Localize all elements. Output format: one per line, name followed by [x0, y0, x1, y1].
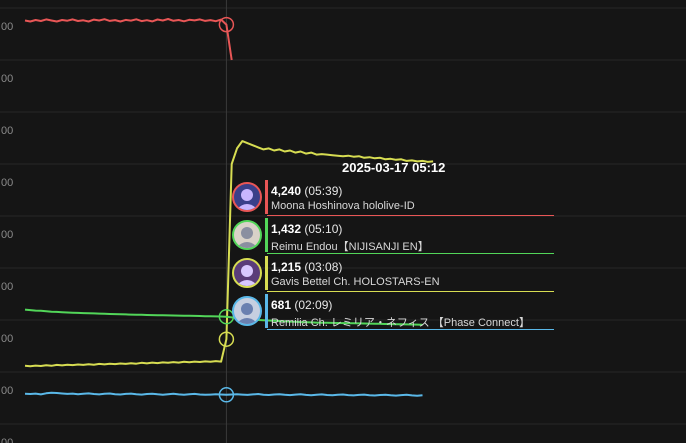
peak-time: (05:39)	[304, 184, 343, 198]
channel-name: Gavis Bettel Ch. HOLOSTARS-EN	[271, 276, 440, 288]
y-tick-label: 00	[1, 385, 13, 397]
hover-marker-0	[218, 16, 235, 33]
grid-lines	[0, 7, 686, 425]
y-tick-label: 00	[1, 333, 13, 345]
y-axis-tick-labels: 00 00 00 00 00 00 00 00 00	[1, 21, 13, 443]
series-line-3	[24, 391, 423, 397]
peak-time: (02:09)	[294, 298, 333, 312]
channel-name: Remilia Ch. レミリア・ネフィス 【Phase Connect】	[271, 317, 530, 329]
series-line-1	[24, 140, 434, 368]
avatar	[232, 296, 262, 326]
tooltip-row-moona: 4,240 (05:39) Moona Hoshinova hololive-I…	[230, 180, 556, 218]
y-tick-label: 00	[1, 177, 13, 189]
hover-marker-1	[218, 331, 235, 347]
series-lines	[24, 18, 434, 397]
avatar-moona-icon	[236, 189, 258, 210]
y-tick-label: 00	[1, 437, 13, 443]
avatar-bettel-icon	[236, 265, 258, 286]
viewer-count: 4,240	[271, 184, 302, 198]
channel-name: Moona Hoshinova hololive-ID	[271, 200, 415, 212]
tooltip-row-remilia: 681 (02:09) Remilia Ch. レミリア・ネフィス 【Phase…	[230, 294, 556, 332]
avatar	[232, 220, 262, 250]
tooltip-row-reimu: 1,432 (05:10) Reimu Endou【NIJISANJI EN】	[230, 218, 556, 256]
peak-time: (03:08)	[304, 260, 343, 274]
avatar-reimu-icon	[236, 227, 258, 248]
y-tick-label: 00	[1, 21, 13, 33]
hover-marker-3	[218, 387, 235, 403]
avatar-remilia-icon	[236, 303, 258, 324]
peak-time: (05:10)	[304, 222, 343, 236]
viewer-count: 681	[271, 298, 292, 312]
y-tick-label: 00	[1, 229, 13, 241]
tooltip-row-bettel: 1,215 (03:08) Gavis Bettel Ch. HOLOSTARS…	[230, 256, 556, 294]
tooltip-time: 2025-03-17 05:12	[342, 160, 446, 175]
viewer-count: 1,215	[271, 260, 302, 274]
series-line-0	[24, 18, 233, 61]
y-tick-label: 00	[1, 73, 13, 85]
y-tick-label: 00	[1, 281, 13, 293]
avatar	[232, 258, 262, 288]
series-line-2	[24, 308, 423, 326]
y-tick-label: 00	[1, 125, 13, 137]
avatar	[232, 182, 262, 212]
viewer-count: 1,432	[271, 222, 302, 236]
channel-name: Reimu Endou【NIJISANJI EN】	[271, 241, 429, 253]
